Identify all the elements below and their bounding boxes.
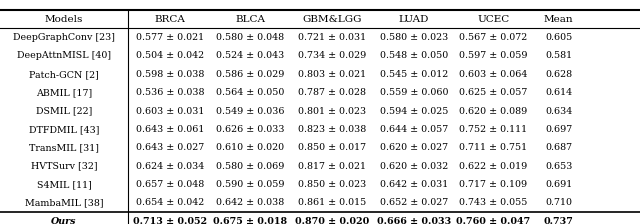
Text: UCEC: UCEC: [477, 15, 509, 24]
Text: 0.581: 0.581: [545, 52, 572, 60]
Text: 0.577 ± 0.021: 0.577 ± 0.021: [136, 33, 204, 42]
Text: 0.687: 0.687: [545, 143, 572, 152]
Text: 0.548 ± 0.050: 0.548 ± 0.050: [380, 52, 448, 60]
Text: 0.586 ± 0.029: 0.586 ± 0.029: [216, 70, 284, 79]
Text: 0.801 ± 0.023: 0.801 ± 0.023: [298, 107, 366, 116]
Text: 0.850 ± 0.023: 0.850 ± 0.023: [298, 180, 366, 189]
Text: 0.752 ± 0.111: 0.752 ± 0.111: [460, 125, 527, 134]
Text: 0.734 ± 0.029: 0.734 ± 0.029: [298, 52, 366, 60]
Text: 0.850 ± 0.017: 0.850 ± 0.017: [298, 143, 366, 152]
Text: 0.675 ± 0.018: 0.675 ± 0.018: [213, 217, 287, 224]
Text: 0.620 ± 0.032: 0.620 ± 0.032: [380, 162, 448, 171]
Text: 0.610 ± 0.020: 0.610 ± 0.020: [216, 143, 284, 152]
Text: 0.536 ± 0.038: 0.536 ± 0.038: [136, 88, 205, 97]
Text: 0.597 ± 0.059: 0.597 ± 0.059: [459, 52, 528, 60]
Text: 0.504 ± 0.042: 0.504 ± 0.042: [136, 52, 204, 60]
Text: 0.559 ± 0.060: 0.559 ± 0.060: [380, 88, 449, 97]
Text: 0.642 ± 0.038: 0.642 ± 0.038: [216, 198, 284, 207]
Text: 0.625 ± 0.057: 0.625 ± 0.057: [460, 88, 527, 97]
Text: 0.603 ± 0.031: 0.603 ± 0.031: [136, 107, 204, 116]
Text: 0.666 ± 0.033: 0.666 ± 0.033: [377, 217, 451, 224]
Text: 0.598 ± 0.038: 0.598 ± 0.038: [136, 70, 204, 79]
Text: 0.590 ± 0.059: 0.590 ± 0.059: [216, 180, 285, 189]
Text: 0.697: 0.697: [545, 125, 572, 134]
Text: BRCA: BRCA: [155, 15, 186, 24]
Text: 0.549 ± 0.036: 0.549 ± 0.036: [216, 107, 285, 116]
Text: 0.787 ± 0.028: 0.787 ± 0.028: [298, 88, 366, 97]
Text: 0.567 ± 0.072: 0.567 ± 0.072: [460, 33, 527, 42]
Text: 0.710: 0.710: [545, 198, 572, 207]
Text: 0.652 ± 0.027: 0.652 ± 0.027: [380, 198, 448, 207]
Text: 0.614: 0.614: [545, 88, 572, 97]
Text: 0.643 ± 0.027: 0.643 ± 0.027: [136, 143, 204, 152]
Text: 0.657 ± 0.048: 0.657 ± 0.048: [136, 180, 204, 189]
Text: 0.870 ± 0.020: 0.870 ± 0.020: [295, 217, 369, 224]
Text: 0.580 ± 0.048: 0.580 ± 0.048: [216, 33, 284, 42]
Text: 0.713 ± 0.052: 0.713 ± 0.052: [133, 217, 207, 224]
Text: 0.594 ± 0.025: 0.594 ± 0.025: [380, 107, 448, 116]
Text: LUAD: LUAD: [399, 15, 429, 24]
Text: ABMIL [17]: ABMIL [17]: [36, 88, 92, 97]
Text: 0.737: 0.737: [544, 217, 573, 224]
Text: 0.603 ± 0.064: 0.603 ± 0.064: [460, 70, 527, 79]
Text: Mean: Mean: [544, 15, 573, 24]
Text: 0.817 ± 0.021: 0.817 ± 0.021: [298, 162, 366, 171]
Text: HVTSurv [32]: HVTSurv [32]: [31, 162, 97, 171]
Text: 0.545 ± 0.012: 0.545 ± 0.012: [380, 70, 448, 79]
Text: TransMIL [31]: TransMIL [31]: [29, 143, 99, 152]
Text: 0.803 ± 0.021: 0.803 ± 0.021: [298, 70, 366, 79]
Text: 0.605: 0.605: [545, 33, 572, 42]
Text: 0.717 ± 0.109: 0.717 ± 0.109: [460, 180, 527, 189]
Text: 0.721 ± 0.031: 0.721 ± 0.031: [298, 33, 366, 42]
Text: BLCA: BLCA: [236, 15, 265, 24]
Text: 0.711 ± 0.751: 0.711 ± 0.751: [460, 143, 527, 152]
Text: S4MIL [11]: S4MIL [11]: [36, 180, 92, 189]
Text: MambaMIL [38]: MambaMIL [38]: [25, 198, 103, 207]
Text: 0.743 ± 0.055: 0.743 ± 0.055: [460, 198, 527, 207]
Text: 0.580 ± 0.023: 0.580 ± 0.023: [380, 33, 448, 42]
Text: 0.653: 0.653: [545, 162, 572, 171]
Text: 0.642 ± 0.031: 0.642 ± 0.031: [380, 180, 448, 189]
Text: 0.654 ± 0.042: 0.654 ± 0.042: [136, 198, 204, 207]
Text: 0.691: 0.691: [545, 180, 572, 189]
Text: 0.564 ± 0.050: 0.564 ± 0.050: [216, 88, 284, 97]
Text: 0.634: 0.634: [545, 107, 572, 116]
Text: 0.626 ± 0.033: 0.626 ± 0.033: [216, 125, 285, 134]
Text: DTFDMIL [43]: DTFDMIL [43]: [29, 125, 99, 134]
Text: 0.628: 0.628: [545, 70, 572, 79]
Text: 0.580 ± 0.069: 0.580 ± 0.069: [216, 162, 284, 171]
Text: DeepGraphConv [23]: DeepGraphConv [23]: [13, 33, 115, 42]
Text: 0.624 ± 0.034: 0.624 ± 0.034: [136, 162, 204, 171]
Text: 0.760 ± 0.047: 0.760 ± 0.047: [456, 217, 531, 224]
Text: 0.643 ± 0.061: 0.643 ± 0.061: [136, 125, 204, 134]
Text: DeepAttnMISL [40]: DeepAttnMISL [40]: [17, 52, 111, 60]
Text: 0.622 ± 0.019: 0.622 ± 0.019: [460, 162, 527, 171]
Text: 0.620 ± 0.027: 0.620 ± 0.027: [380, 143, 448, 152]
Text: Patch-GCN [2]: Patch-GCN [2]: [29, 70, 99, 79]
Text: 0.644 ± 0.057: 0.644 ± 0.057: [380, 125, 448, 134]
Text: GBM&LGG: GBM&LGG: [303, 15, 362, 24]
Text: 0.823 ± 0.038: 0.823 ± 0.038: [298, 125, 366, 134]
Text: DSMIL [22]: DSMIL [22]: [36, 107, 92, 116]
Text: Ours: Ours: [51, 217, 77, 224]
Text: 0.524 ± 0.043: 0.524 ± 0.043: [216, 52, 284, 60]
Text: 0.861 ± 0.015: 0.861 ± 0.015: [298, 198, 366, 207]
Text: Models: Models: [45, 15, 83, 24]
Text: 0.620 ± 0.089: 0.620 ± 0.089: [460, 107, 527, 116]
